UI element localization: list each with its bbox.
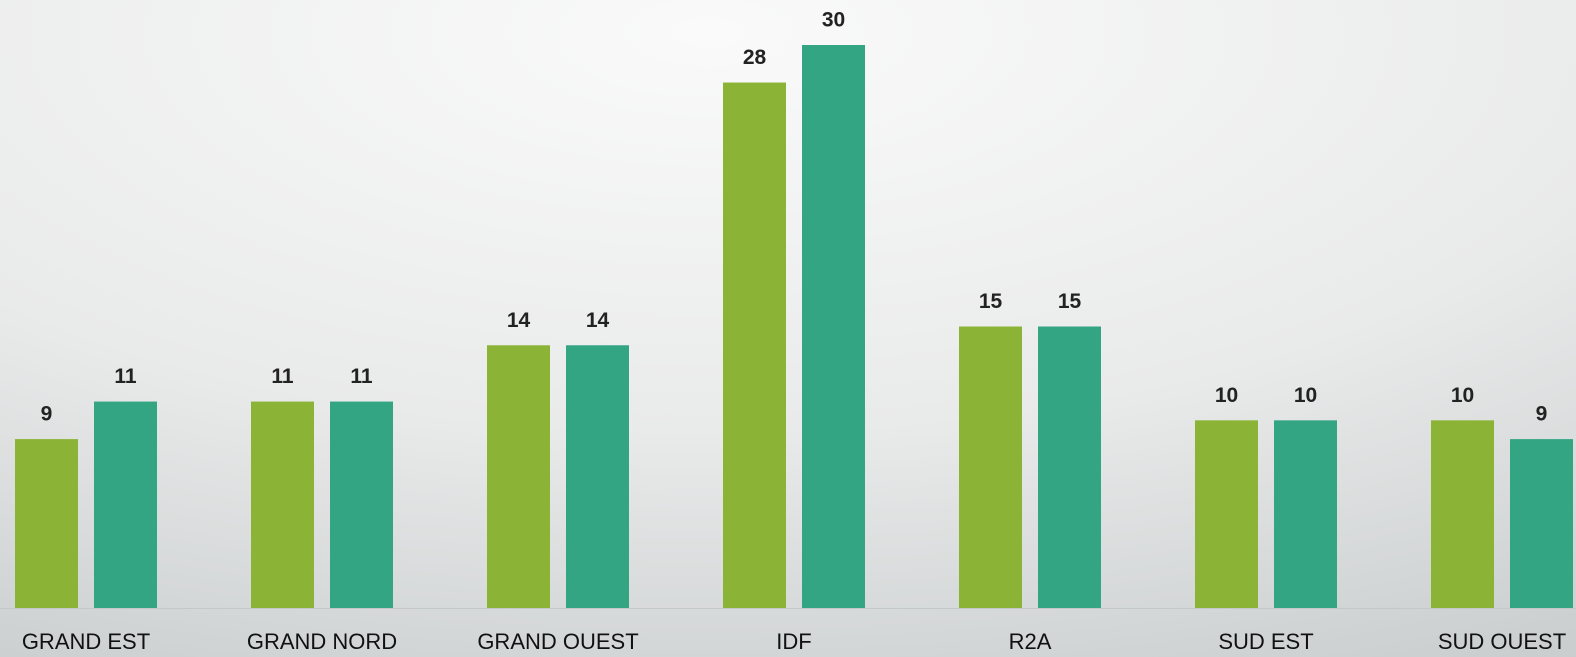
- x-tick-label: SUD OUEST: [1438, 629, 1566, 654]
- value-label: 9: [1536, 403, 1548, 426]
- value-label: 15: [1058, 290, 1082, 313]
- x-tick-label: GRAND OUEST: [477, 629, 638, 654]
- bar: [251, 401, 314, 608]
- value-label: 11: [350, 365, 373, 388]
- value-label: 14: [507, 309, 531, 332]
- bar: [1274, 420, 1337, 608]
- value-label: 11: [271, 365, 294, 388]
- value-label: 15: [979, 290, 1003, 313]
- value-label: 14: [586, 309, 610, 332]
- value-label: 28: [743, 46, 767, 69]
- x-tick-label: R2A: [1009, 629, 1052, 654]
- bar: [1510, 439, 1573, 608]
- bar: [487, 345, 550, 608]
- bar: [15, 439, 78, 608]
- value-label: 10: [1294, 384, 1317, 407]
- value-label: 10: [1451, 384, 1474, 407]
- x-tick-label: IDF: [776, 629, 811, 654]
- bar: [1038, 326, 1101, 608]
- bar: [330, 401, 393, 608]
- value-label: 10: [1215, 384, 1238, 407]
- bar: [723, 82, 786, 609]
- bar: [1431, 420, 1494, 608]
- bar: [959, 326, 1022, 608]
- bar: [566, 345, 629, 608]
- value-label: 30: [822, 9, 845, 32]
- value-label: 9: [41, 403, 53, 426]
- bar: [802, 45, 865, 608]
- x-tick-label: GRAND NORD: [247, 629, 397, 654]
- x-tick-label: SUD EST: [1218, 629, 1313, 654]
- bar: [1195, 420, 1258, 608]
- bar: [94, 401, 157, 608]
- x-tick-label: GRAND EST: [22, 629, 150, 654]
- value-label: 11: [114, 365, 137, 388]
